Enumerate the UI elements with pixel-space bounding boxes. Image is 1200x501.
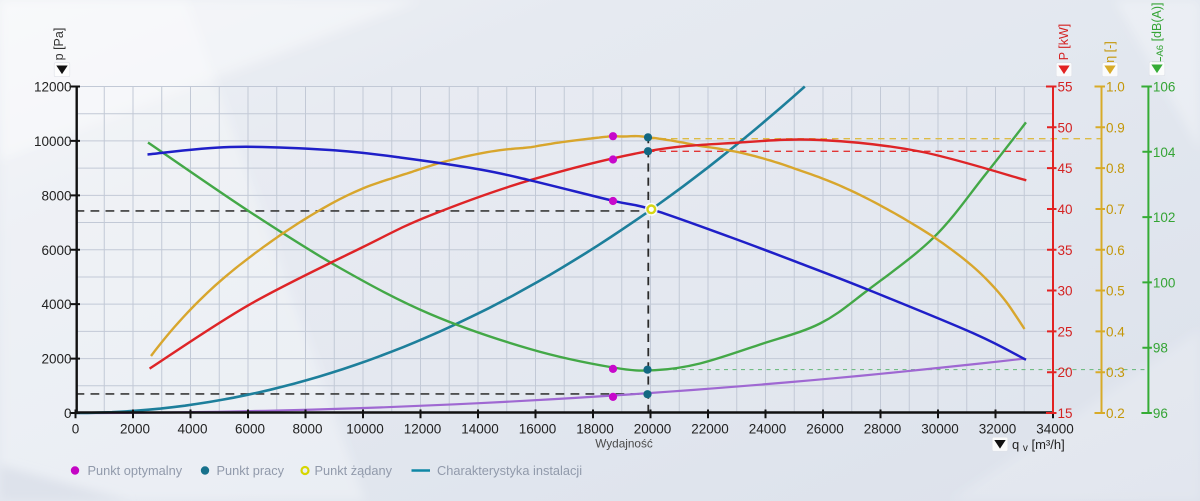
svg-text:102: 102 bbox=[1153, 210, 1176, 225]
svg-text:Wydajność: Wydajność bbox=[595, 437, 653, 451]
svg-text:4000: 4000 bbox=[177, 421, 207, 436]
svg-text:34000: 34000 bbox=[1036, 421, 1074, 436]
svg-text:12000: 12000 bbox=[404, 421, 442, 436]
svg-text:96: 96 bbox=[1153, 406, 1168, 421]
svg-text:15: 15 bbox=[1058, 406, 1073, 421]
svg-text:14000: 14000 bbox=[461, 421, 499, 436]
svg-text:18000: 18000 bbox=[576, 421, 614, 436]
svg-text:0.7: 0.7 bbox=[1106, 202, 1125, 217]
svg-text:Punkt pracy: Punkt pracy bbox=[217, 463, 285, 478]
svg-text:0: 0 bbox=[72, 421, 80, 436]
svg-text:4000: 4000 bbox=[41, 297, 71, 312]
svg-text:25: 25 bbox=[1058, 324, 1073, 339]
svg-text:Charakterystyka instalacji: Charakterystyka instalacji bbox=[437, 463, 582, 478]
svg-text:0.9: 0.9 bbox=[1106, 120, 1125, 135]
svg-text:20000: 20000 bbox=[634, 421, 672, 436]
svg-text:6000: 6000 bbox=[41, 243, 71, 258]
svg-text:35: 35 bbox=[1058, 243, 1073, 258]
svg-text:2000: 2000 bbox=[41, 352, 71, 367]
svg-text:2000: 2000 bbox=[120, 421, 150, 436]
svg-text:0.8: 0.8 bbox=[1106, 161, 1125, 176]
svg-text:24000: 24000 bbox=[749, 421, 787, 436]
svg-text:P [kW]: P [kW] bbox=[1057, 24, 1071, 61]
svg-text:55: 55 bbox=[1058, 80, 1073, 95]
svg-text:8000: 8000 bbox=[41, 188, 71, 203]
svg-text:η [-]: η [-] bbox=[1103, 41, 1117, 63]
svg-text:104: 104 bbox=[1153, 145, 1176, 160]
svg-text:8000: 8000 bbox=[292, 421, 322, 436]
svg-text:98: 98 bbox=[1153, 341, 1168, 356]
svg-text:50: 50 bbox=[1058, 120, 1073, 135]
svg-text:10000: 10000 bbox=[34, 134, 72, 149]
svg-text:0.2: 0.2 bbox=[1106, 406, 1125, 421]
svg-text:20: 20 bbox=[1058, 365, 1073, 380]
svg-text:30: 30 bbox=[1058, 284, 1073, 299]
svg-text:q v [m³/h]: q v [m³/h] bbox=[1012, 437, 1065, 454]
svg-text:32000: 32000 bbox=[979, 421, 1017, 436]
svg-text:10000: 10000 bbox=[346, 421, 384, 436]
svg-text:16000: 16000 bbox=[519, 421, 557, 436]
svg-text:6000: 6000 bbox=[235, 421, 265, 436]
svg-text:0.6: 0.6 bbox=[1106, 243, 1125, 258]
svg-text:0.3: 0.3 bbox=[1106, 365, 1125, 380]
svg-text:12000: 12000 bbox=[34, 80, 72, 95]
svg-text:100: 100 bbox=[1153, 275, 1176, 290]
svg-text:p [Pa]: p [Pa] bbox=[52, 28, 66, 61]
svg-text:45: 45 bbox=[1058, 161, 1073, 176]
svg-text:30000: 30000 bbox=[921, 421, 959, 436]
svg-text:0.4: 0.4 bbox=[1106, 324, 1125, 339]
svg-text:106: 106 bbox=[1153, 80, 1176, 95]
svg-text:1.0: 1.0 bbox=[1106, 80, 1125, 95]
svg-text:Punkt optymalny: Punkt optymalny bbox=[88, 463, 183, 478]
svg-text:0: 0 bbox=[64, 406, 72, 421]
svg-text:40: 40 bbox=[1058, 202, 1073, 217]
svg-text:0.5: 0.5 bbox=[1106, 284, 1125, 299]
svg-text:22000: 22000 bbox=[691, 421, 729, 436]
svg-text:28000: 28000 bbox=[864, 421, 902, 436]
svg-text:Punkt żądany: Punkt żądany bbox=[315, 463, 393, 478]
svg-text:26000: 26000 bbox=[806, 421, 844, 436]
